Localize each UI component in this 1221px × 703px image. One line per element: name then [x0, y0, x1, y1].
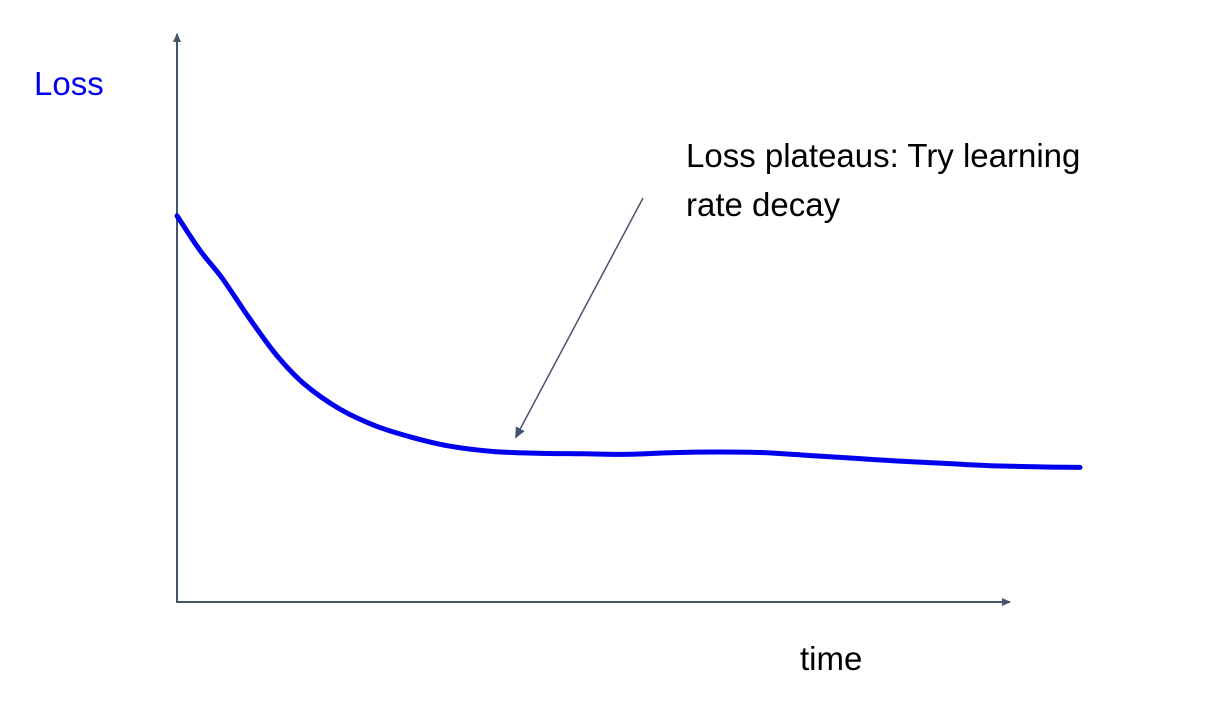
annotation-arrow: [514, 197, 644, 439]
loss-series-line: [174, 213, 1083, 470]
y-axis-label: Loss: [34, 65, 104, 102]
annotation-text-line-2: rate decay: [686, 186, 841, 223]
x-axis-label: time: [800, 640, 862, 677]
annotation-text-line-1: Loss plateaus: Try learning: [686, 137, 1080, 174]
